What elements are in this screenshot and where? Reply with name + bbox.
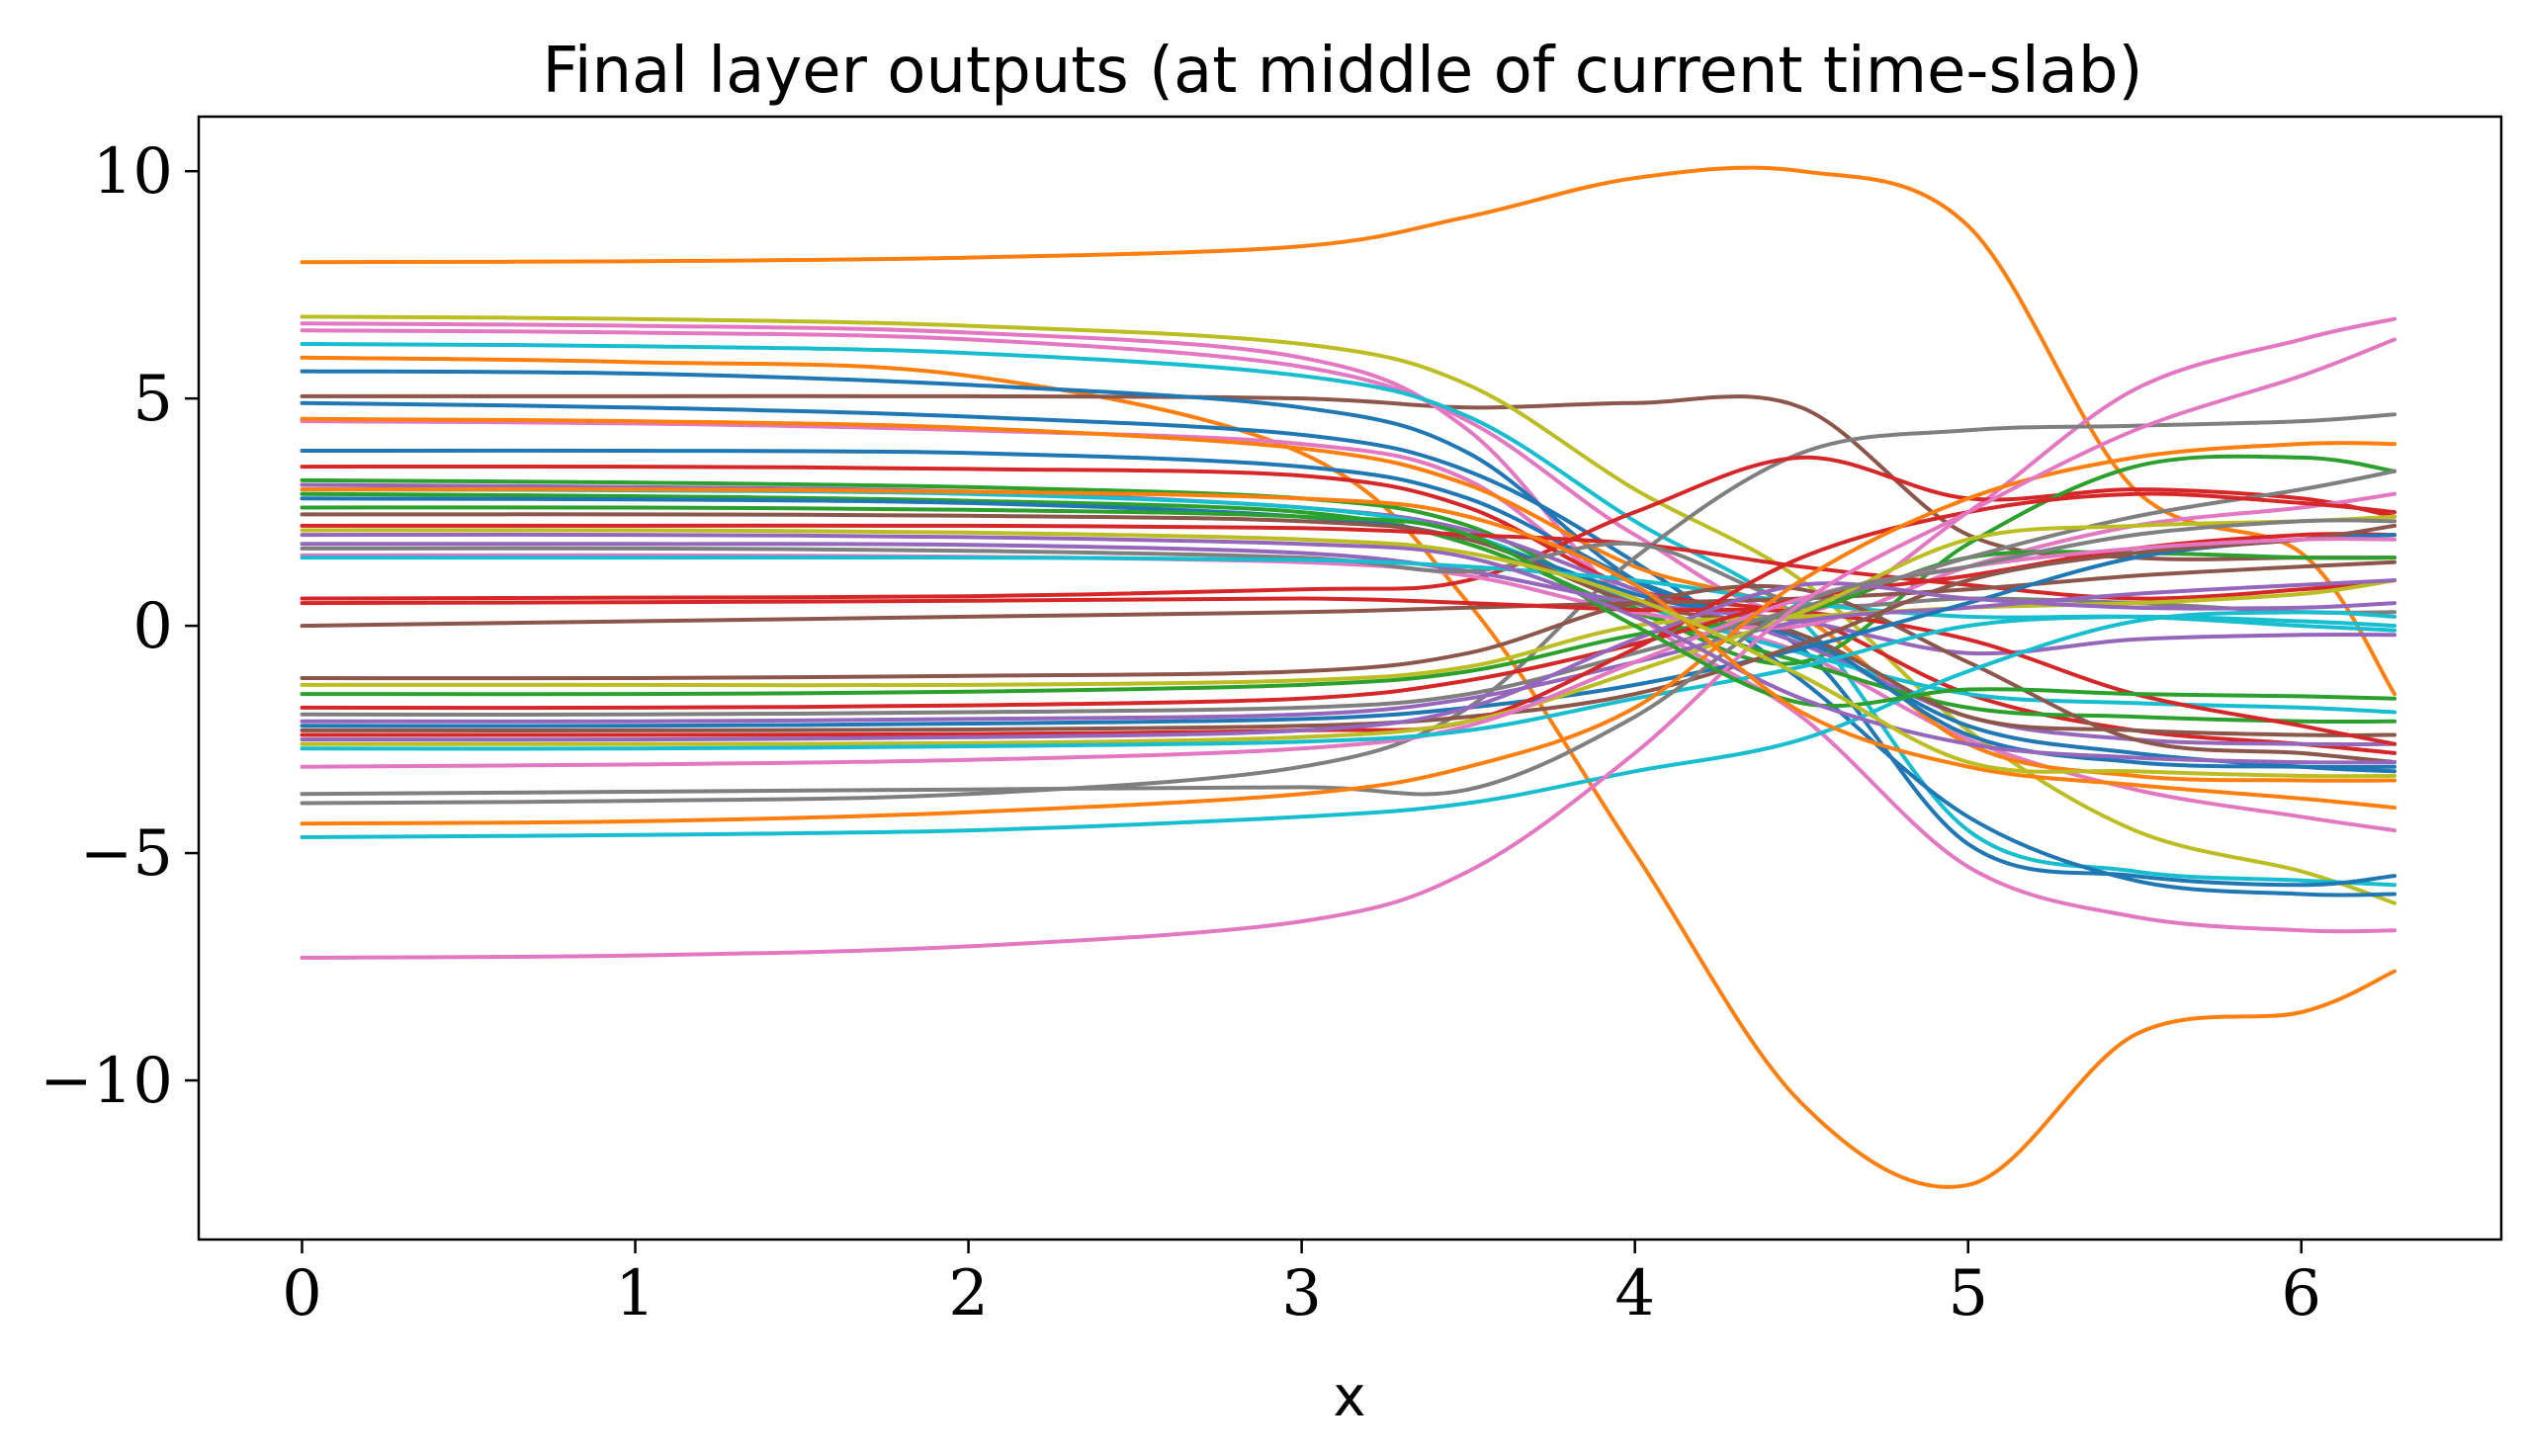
series-line-23 [300, 542, 2397, 656]
y-tick-label: −5 [80, 817, 173, 891]
x-tick-label: 0 [282, 1257, 322, 1330]
series-line-49 [300, 528, 2397, 779]
series-line-40 [300, 614, 2397, 751]
series-line-47 [300, 532, 2397, 765]
x-axis-ticks: 0 1 2 3 4 5 6 [282, 1240, 2321, 1330]
y-tick-label: −10 [40, 1045, 173, 1118]
y-tick-label: 0 [132, 590, 173, 663]
plot-area-frame [197, 115, 2503, 1242]
series-line-13 [300, 448, 2397, 774]
series-line-33 [300, 469, 2397, 717]
series-line-43 [300, 441, 2397, 826]
series-line-39 [300, 537, 2397, 769]
series-line-42 [300, 518, 2397, 797]
series-line-7 [300, 342, 2397, 888]
series-line-48 [300, 486, 2397, 811]
y-tick-label: 5 [132, 363, 173, 436]
series-line-6 [300, 321, 2397, 934]
x-tick-label: 5 [1948, 1257, 1988, 1330]
series-line-9 [300, 400, 2397, 898]
series-line-29 [300, 583, 2397, 765]
series-line-41 [300, 581, 2397, 742]
series-line-1 [300, 165, 2397, 697]
series-line-45 [300, 337, 2397, 960]
y-axis-ticks: 10 5 0 −5 −10 [40, 135, 199, 1118]
series-line-44 [300, 610, 2397, 839]
x-tick-label: 2 [948, 1257, 989, 1330]
series-line-36 [300, 523, 2397, 732]
series-line-37 [300, 491, 2397, 737]
series-line-8 [300, 369, 2397, 888]
y-tick-label: 10 [93, 135, 173, 209]
x-axis-label: x [1333, 1365, 1365, 1429]
series-line-12 [300, 412, 2397, 806]
series-line-4 [300, 314, 2397, 905]
x-tick-label: 1 [615, 1257, 655, 1330]
series-line-2 [300, 355, 2397, 1189]
series-line-11 [300, 416, 2397, 783]
series-lines [300, 165, 2397, 1189]
series-line-30 [300, 578, 2397, 688]
x-tick-label: 4 [1614, 1257, 1655, 1330]
series-line-5 [300, 316, 2397, 615]
chart-title: Final layer outputs (at middle of curren… [543, 35, 2143, 108]
series-line-46 [300, 505, 2397, 709]
x-tick-label: 3 [1281, 1257, 1322, 1330]
x-tick-label: 6 [2281, 1257, 2321, 1330]
series-line-10 [300, 419, 2397, 833]
